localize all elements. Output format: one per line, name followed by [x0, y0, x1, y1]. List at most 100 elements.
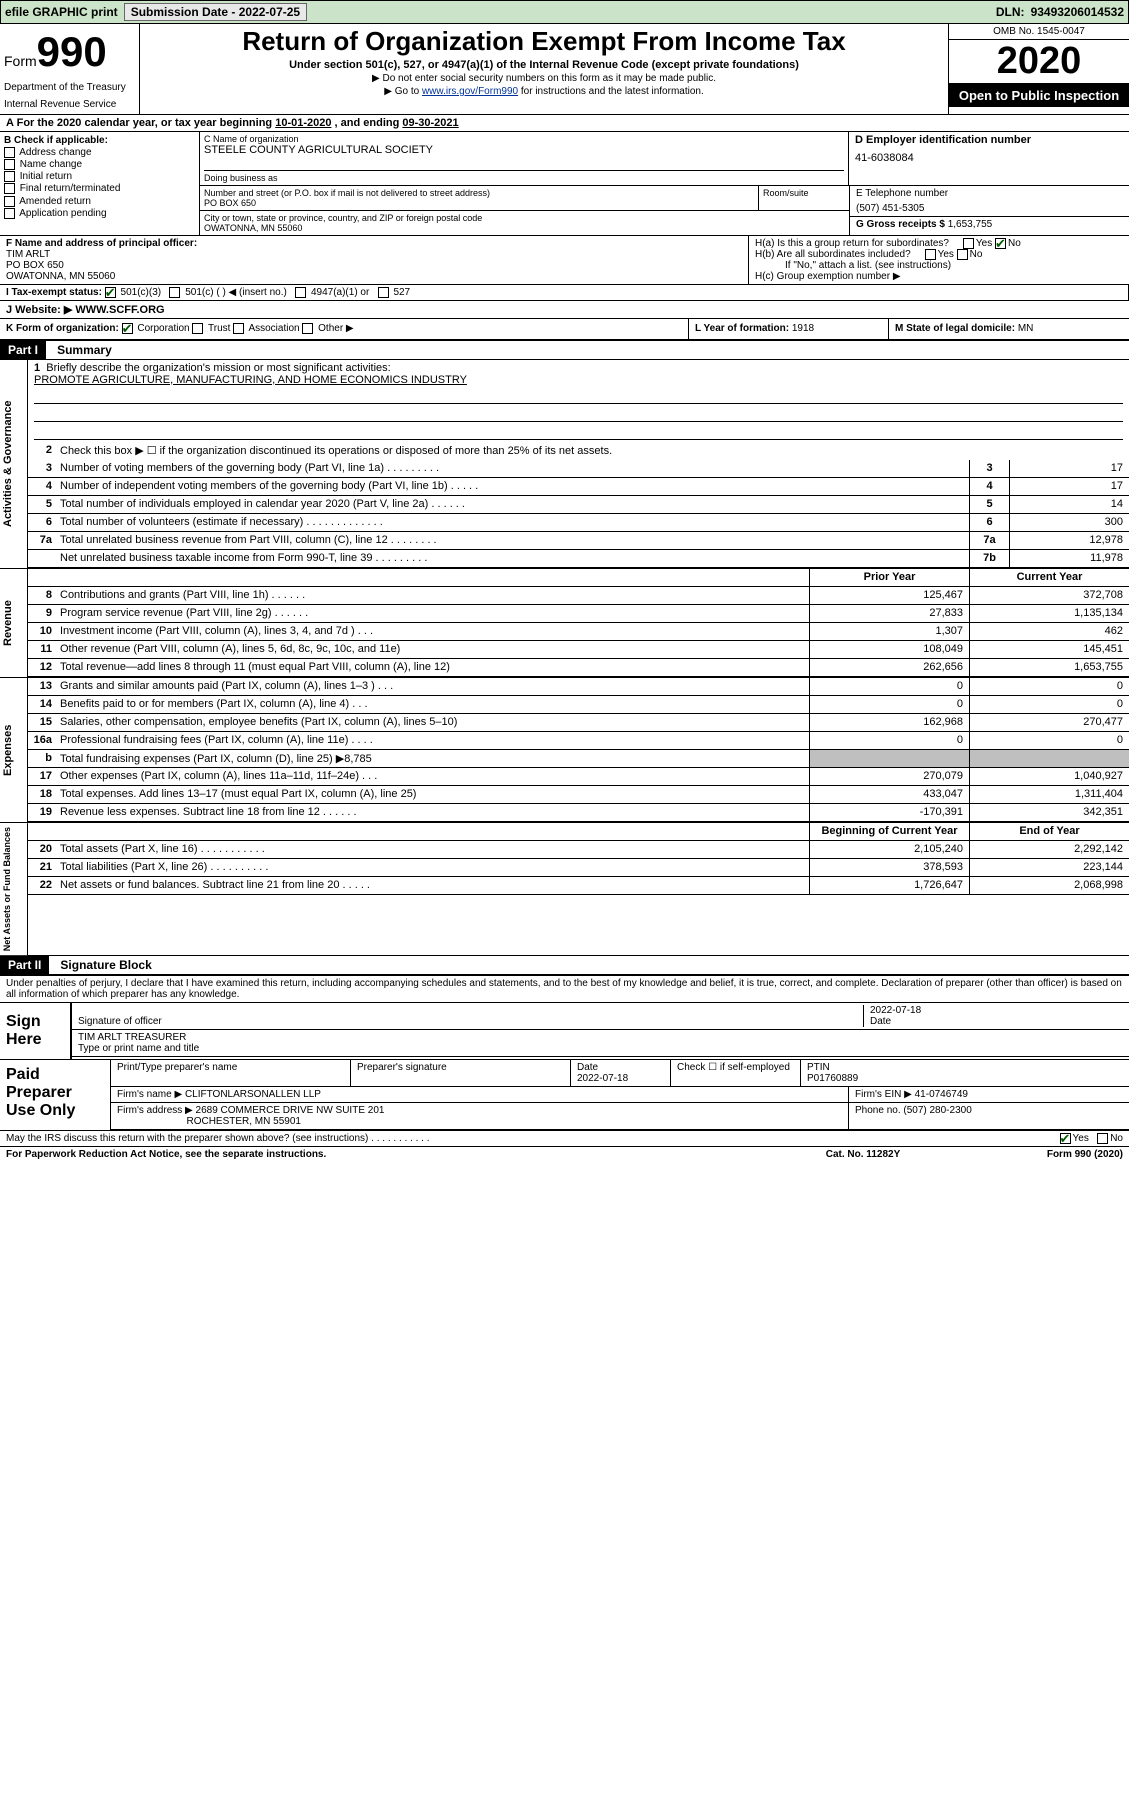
- line13-py: 0: [809, 678, 969, 695]
- form-number: Form990: [4, 28, 135, 76]
- 527-checkbox[interactable]: [378, 287, 389, 298]
- form-subtitle: Under section 501(c), 527, or 4947(a)(1)…: [148, 59, 940, 71]
- revenue-block: Revenue Prior YearCurrent Year 8Contribu…: [0, 569, 1129, 678]
- name-change-checkbox[interactable]: [4, 159, 15, 170]
- corp-checkbox[interactable]: [122, 323, 133, 334]
- line11-py: 108,049: [809, 641, 969, 658]
- trust-checkbox[interactable]: [192, 323, 203, 334]
- line16a-py: 0: [809, 732, 969, 749]
- line19-py: -170,391: [809, 804, 969, 821]
- line22-cy: 2,068,998: [969, 877, 1129, 894]
- line13-cy: 0: [969, 678, 1129, 695]
- governance-tab: Activities & Governance: [0, 360, 28, 568]
- section-f-h: F Name and address of principal officer:…: [0, 235, 1129, 284]
- initial-return-checkbox[interactable]: [4, 171, 15, 182]
- line15-cy: 270,477: [969, 714, 1129, 731]
- line9-cy: 1,135,134: [969, 605, 1129, 622]
- netassets-tab: Net Assets or Fund Balances: [0, 823, 28, 955]
- discuss-yes-checkbox[interactable]: [1060, 1133, 1071, 1144]
- governance-block: Activities & Governance 1 Briefly descri…: [0, 360, 1129, 569]
- part1-header: Part I Summary: [0, 341, 1129, 360]
- line12-cy: 1,653,755: [969, 659, 1129, 676]
- addr-change-checkbox[interactable]: [4, 147, 15, 158]
- line14-py: 0: [809, 696, 969, 713]
- 4947-checkbox[interactable]: [295, 287, 306, 298]
- sign-here-block: Sign Here Signature of officer 2022-07-1…: [0, 1002, 1129, 1060]
- assoc-checkbox[interactable]: [233, 323, 244, 334]
- line10-py: 1,307: [809, 623, 969, 640]
- line22-py: 1,726,647: [809, 877, 969, 894]
- ha-yes-checkbox[interactable]: [963, 238, 974, 249]
- ein-value: 41-6038084: [855, 152, 1123, 164]
- line10-cy: 462: [969, 623, 1129, 640]
- line8-py: 125,467: [809, 587, 969, 604]
- line11-cy: 145,451: [969, 641, 1129, 658]
- org-name-cell: C Name of organization STEELE COUNTY AGR…: [200, 132, 849, 185]
- line16a-cy: 0: [969, 732, 1129, 749]
- line21-py: 378,593: [809, 859, 969, 876]
- line16b-cy-shaded: [969, 750, 1129, 767]
- tax-year: 2020: [949, 40, 1129, 84]
- amended-return-checkbox[interactable]: [4, 196, 15, 207]
- 501c3-checkbox[interactable]: [105, 287, 116, 298]
- dept-treasury: Department of the Treasury: [4, 82, 135, 93]
- goto-note: ▶ Go to www.irs.gov/Form990 for instruct…: [148, 86, 940, 97]
- other-checkbox[interactable]: [302, 323, 313, 334]
- cat-no: Cat. No. 11282Y: [763, 1149, 963, 1160]
- line7b-value: 11,978: [1009, 550, 1129, 567]
- form-header: Form990 Department of the Treasury Inter…: [0, 24, 1129, 114]
- footer: For Paperwork Reduction Act Notice, see …: [0, 1147, 1129, 1162]
- line19-cy: 342,351: [969, 804, 1129, 821]
- officer-name: TIM ARLT: [6, 249, 50, 260]
- gross-receipts: G Gross receipts $ 1,653,755: [850, 217, 1129, 232]
- section-i: I Tax-exempt status: 501(c)(3) 501(c) ( …: [0, 284, 1129, 300]
- line8-cy: 372,708: [969, 587, 1129, 604]
- year-formation: 1918: [792, 323, 814, 334]
- dln-value: 93493206014532: [1031, 5, 1124, 19]
- submission-date-button[interactable]: Submission Date - 2022-07-25: [124, 3, 307, 21]
- irs-label: Internal Revenue Service: [4, 99, 135, 110]
- expenses-block: Expenses 13Grants and similar amounts pa…: [0, 678, 1129, 823]
- signature-declaration: Under penalties of perjury, I declare th…: [0, 975, 1129, 1002]
- officer-name-title: TIM ARLT TREASURER: [78, 1032, 186, 1043]
- line14-cy: 0: [969, 696, 1129, 713]
- part2-header: Part II Signature Block: [0, 956, 1129, 975]
- prep-date: 2022-07-18: [577, 1073, 628, 1084]
- website-value: WWW.SCFF.ORG: [75, 304, 164, 316]
- line16b-py-shaded: [809, 750, 969, 767]
- irs-link[interactable]: www.irs.gov/Form990: [422, 86, 518, 97]
- line15-py: 162,968: [809, 714, 969, 731]
- street-value: PO BOX 650: [204, 198, 754, 208]
- line5-value: 14: [1009, 496, 1129, 513]
- firm-ein: 41-0746749: [915, 1089, 968, 1100]
- ptin-value: P01760889: [807, 1073, 858, 1084]
- expenses-tab: Expenses: [0, 678, 28, 822]
- application-pending-checkbox[interactable]: [4, 208, 15, 219]
- line20-cy: 2,292,142: [969, 841, 1129, 858]
- line21-cy: 223,144: [969, 859, 1129, 876]
- ha-no-checkbox[interactable]: [995, 238, 1006, 249]
- firm-phone: (507) 280-2300: [903, 1105, 971, 1116]
- line3-value: 17: [1009, 460, 1129, 477]
- paid-preparer-block: Paid Preparer Use Only Print/Type prepar…: [0, 1060, 1129, 1131]
- section-klm: K Form of organization: Corporation Trus…: [0, 318, 1129, 340]
- line18-cy: 1,311,404: [969, 786, 1129, 803]
- line16b-value: 8,785: [344, 753, 372, 765]
- telephone-value: (507) 451-5305: [856, 203, 1123, 214]
- org-name: STEELE COUNTY AGRICULTURAL SOCIETY: [204, 144, 844, 156]
- discuss-no-checkbox[interactable]: [1097, 1133, 1108, 1144]
- hb-yes-checkbox[interactable]: [925, 249, 936, 260]
- hb-no-checkbox[interactable]: [957, 249, 968, 260]
- final-return-checkbox[interactable]: [4, 183, 15, 194]
- dln-label: DLN:: [996, 5, 1025, 19]
- line17-py: 270,079: [809, 768, 969, 785]
- header-box: B Check if applicable: Address change Na…: [0, 131, 1129, 235]
- open-inspection: Open to Public Inspection: [949, 84, 1129, 107]
- omb-number: OMB No. 1545-0047: [949, 24, 1129, 40]
- netassets-block: Net Assets or Fund Balances Beginning of…: [0, 823, 1129, 956]
- sign-date: 2022-07-18: [870, 1005, 921, 1016]
- section-b: B Check if applicable: Address change Na…: [0, 132, 200, 235]
- 501c-checkbox[interactable]: [169, 287, 180, 298]
- ssn-note: ▶ Do not enter social security numbers o…: [148, 73, 940, 84]
- line7a-value: 12,978: [1009, 532, 1129, 549]
